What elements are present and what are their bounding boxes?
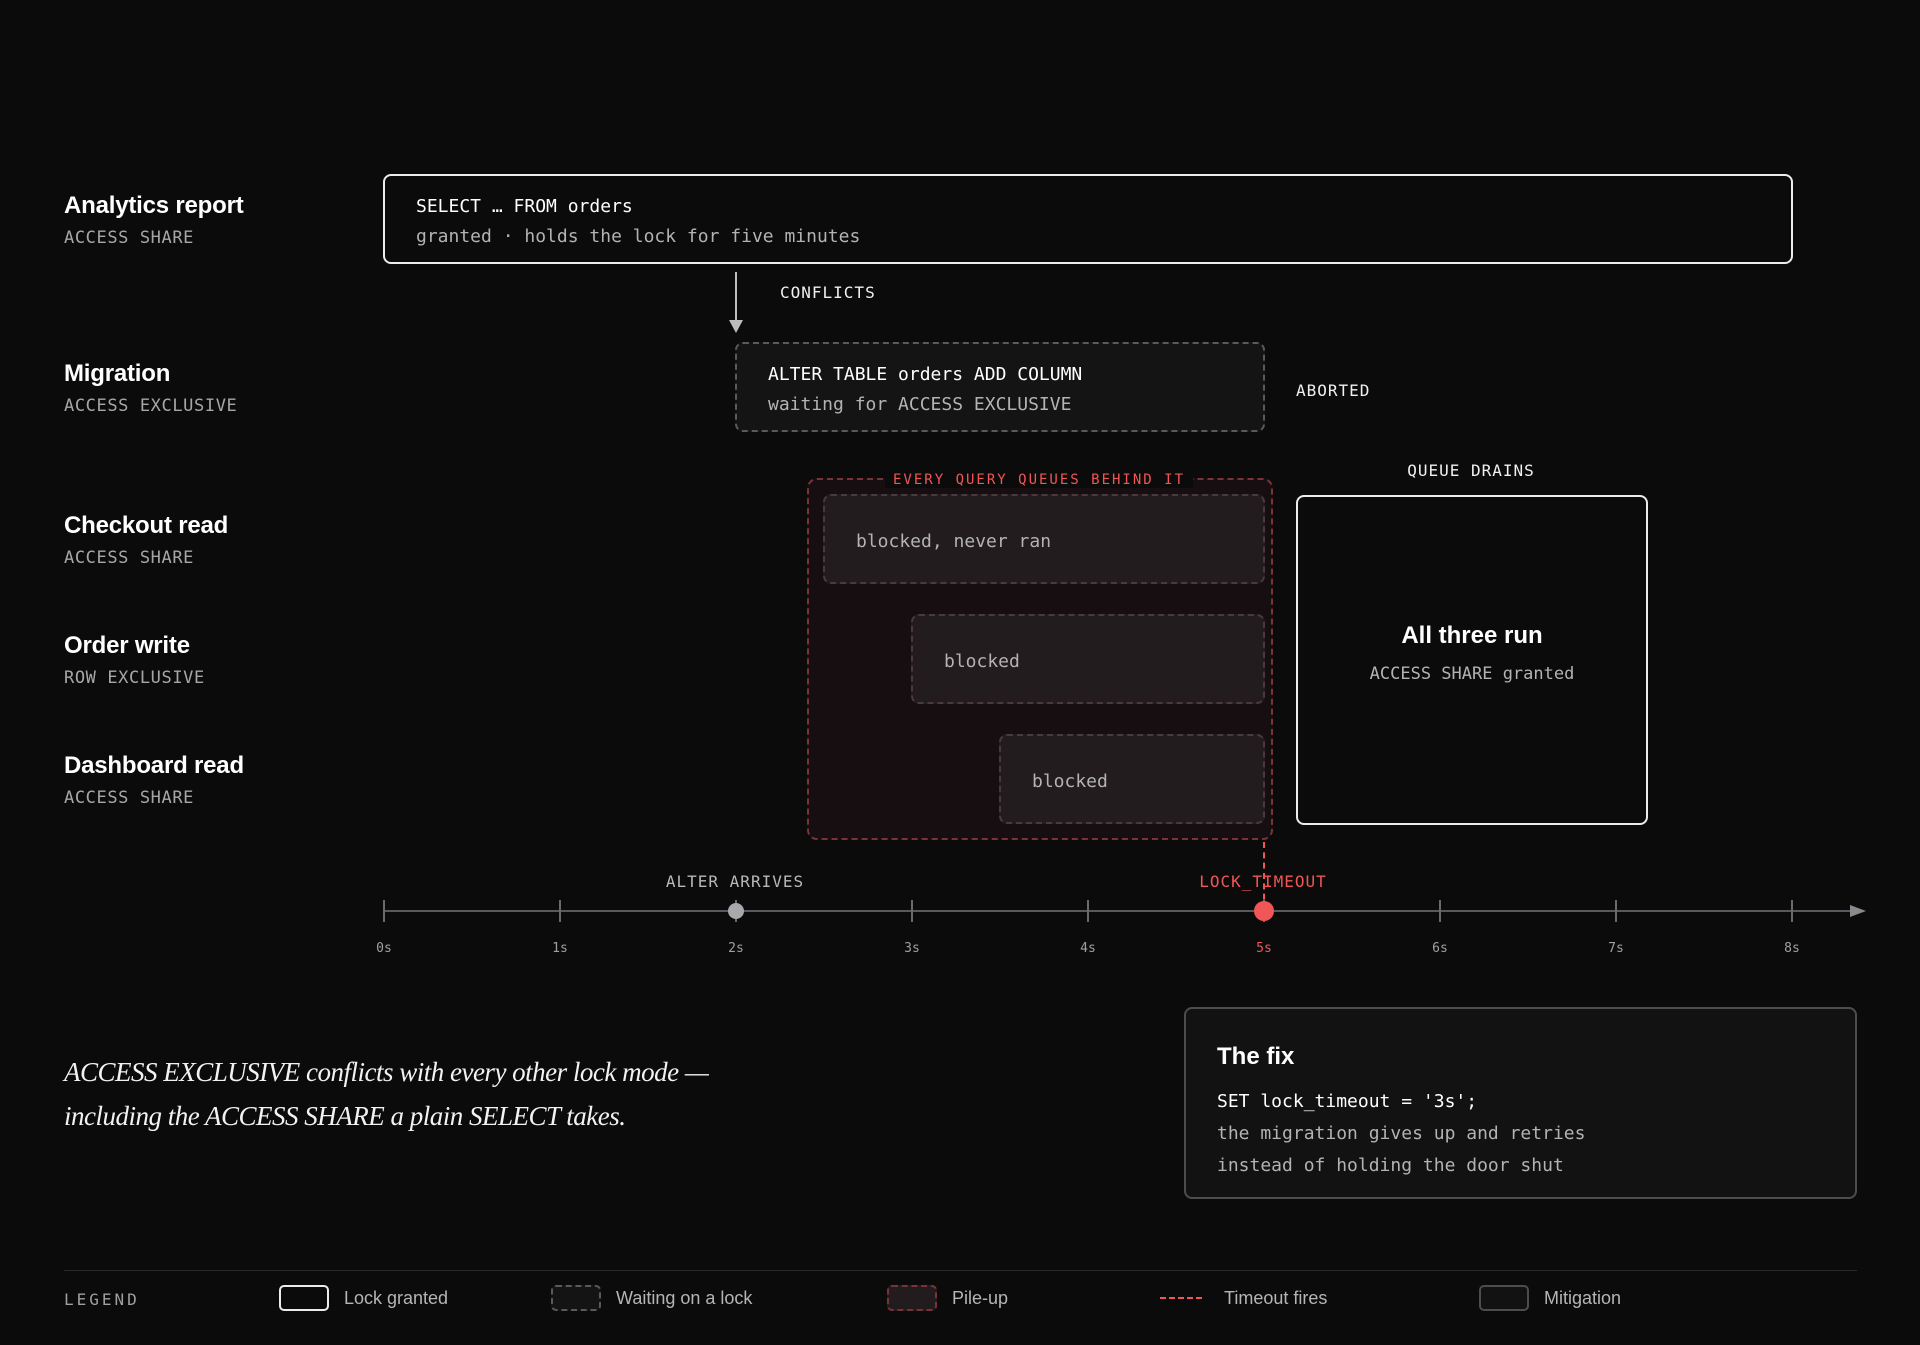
- migration-query: ALTER TABLE orders ADD COLUMN: [768, 364, 1083, 385]
- lane-title: Migration: [64, 360, 171, 387]
- mitigation-swatch-icon: [1479, 1285, 1529, 1311]
- tick-label: 5s: [1256, 941, 1272, 956]
- lane-dashboard: Dashboard read ACCESS SHARE: [64, 752, 244, 808]
- conflict-arrow-head-icon: [729, 320, 743, 333]
- legend-label-pileup: Pile-up: [952, 1288, 1009, 1308]
- blocked-checkout-label: blocked, never ran: [856, 531, 1052, 552]
- conflicts-label: CONFLICTS: [780, 283, 876, 302]
- queue-drains-box: All three run ACCESS SHARE granted: [1296, 495, 1648, 825]
- pileup-label: EVERY QUERY QUEUES BEHIND IT: [885, 472, 1194, 488]
- tick-label: 1s: [552, 941, 568, 956]
- blocked-order-label: blocked: [944, 651, 1020, 672]
- alter-arrives-marker: [728, 903, 744, 919]
- note-line-2: including the ACCESS SHARE a plain SELEC…: [64, 1101, 626, 1131]
- lane-mode: ACCESS EXCLUSIVE: [64, 396, 238, 416]
- legend-divider: [64, 1270, 1857, 1271]
- analytics-query: SELECT … FROM orders: [416, 196, 633, 217]
- tick-label: 8s: [1784, 941, 1800, 956]
- lock-timeout-marker: [1254, 901, 1274, 921]
- tick-label: 7s: [1608, 941, 1624, 956]
- tick-label: 0s: [376, 941, 392, 956]
- legend-label-mitigation: Mitigation: [1544, 1288, 1622, 1308]
- granted-swatch-icon: [279, 1285, 329, 1311]
- legend-title: LEGEND: [64, 1290, 140, 1309]
- tick-label: 4s: [1080, 941, 1096, 956]
- blocked-order-box: blocked: [911, 614, 1265, 704]
- lock-timeout-label: LOCK_TIMEOUT: [1199, 872, 1327, 891]
- lane-title: Order write: [64, 632, 190, 659]
- timeout-connector: [1263, 842, 1265, 910]
- analytics-lock-box: SELECT … FROM orders granted · holds the…: [383, 174, 1793, 264]
- timeline-axis: 0s 1s 2s 3s 4s 5s 6s 7s 8s: [376, 900, 1866, 956]
- tick-label: 6s: [1432, 941, 1448, 956]
- migration-status: waiting for ACCESS EXCLUSIVE: [768, 394, 1072, 415]
- migration-wait-box: ALTER TABLE orders ADD COLUMN waiting fo…: [735, 342, 1265, 432]
- legend-label-timeout: Timeout fires: [1224, 1288, 1328, 1308]
- axis-arrow-icon: [1850, 905, 1866, 917]
- tick-label: 2s: [728, 941, 744, 956]
- fix-line-1: the migration gives up and retries: [1217, 1123, 1586, 1144]
- lane-migration: Migration ACCESS EXCLUSIVE: [64, 360, 237, 416]
- lane-analytics: Analytics report ACCESS SHARE: [64, 192, 244, 248]
- timeout-dash-icon: [1160, 1297, 1202, 1299]
- fix-code: SET lock_timeout = '3s';: [1217, 1091, 1478, 1112]
- tick-label: 3s: [904, 941, 920, 956]
- lane-mode: ROW EXCLUSIVE: [64, 668, 205, 688]
- analytics-status: granted · holds the lock for five minute…: [416, 226, 861, 247]
- aborted-label: ABORTED: [1296, 381, 1371, 400]
- fix-line-2: instead of holding the door shut: [1217, 1155, 1564, 1176]
- conflict-arrow-line: [735, 272, 737, 324]
- lane-checkout: Checkout read ACCESS SHARE: [64, 512, 228, 568]
- fix-title: The fix: [1217, 1043, 1295, 1070]
- blocked-dashboard-label: blocked: [1032, 771, 1108, 792]
- lane-mode: ACCESS SHARE: [64, 548, 195, 568]
- lane-title: Analytics report: [64, 192, 244, 219]
- lane-mode: ACCESS SHARE: [64, 788, 195, 808]
- queue-drains-title: All three run: [1401, 622, 1543, 649]
- lane-mode: ACCESS SHARE: [64, 228, 195, 248]
- legend-label-waiting: Waiting on a lock: [616, 1288, 753, 1308]
- alter-arrives-label: ALTER ARRIVES: [665, 872, 805, 891]
- fix-box: The fix SET lock_timeout = '3s'; the mig…: [1184, 1007, 1857, 1199]
- waiting-swatch-icon: [551, 1285, 601, 1311]
- note-line-1: ACCESS EXCLUSIVE conflicts with every ot…: [64, 1057, 709, 1087]
- lane-title: Dashboard read: [64, 752, 244, 779]
- explanation-note: ACCESS EXCLUSIVE conflicts with every ot…: [64, 1050, 764, 1138]
- pileup-swatch-icon: [887, 1285, 937, 1311]
- queue-drains-label: QUEUE DRAINS: [1407, 461, 1535, 480]
- blocked-dashboard-box: blocked: [999, 734, 1265, 824]
- queue-drains-subtitle: ACCESS SHARE granted: [1369, 664, 1575, 684]
- blocked-checkout-box: blocked, never ran: [823, 494, 1265, 584]
- legend-label-granted: Lock granted: [344, 1288, 449, 1308]
- lane-title: Checkout read: [64, 512, 229, 539]
- lane-order-write: Order write ROW EXCLUSIVE: [64, 632, 205, 688]
